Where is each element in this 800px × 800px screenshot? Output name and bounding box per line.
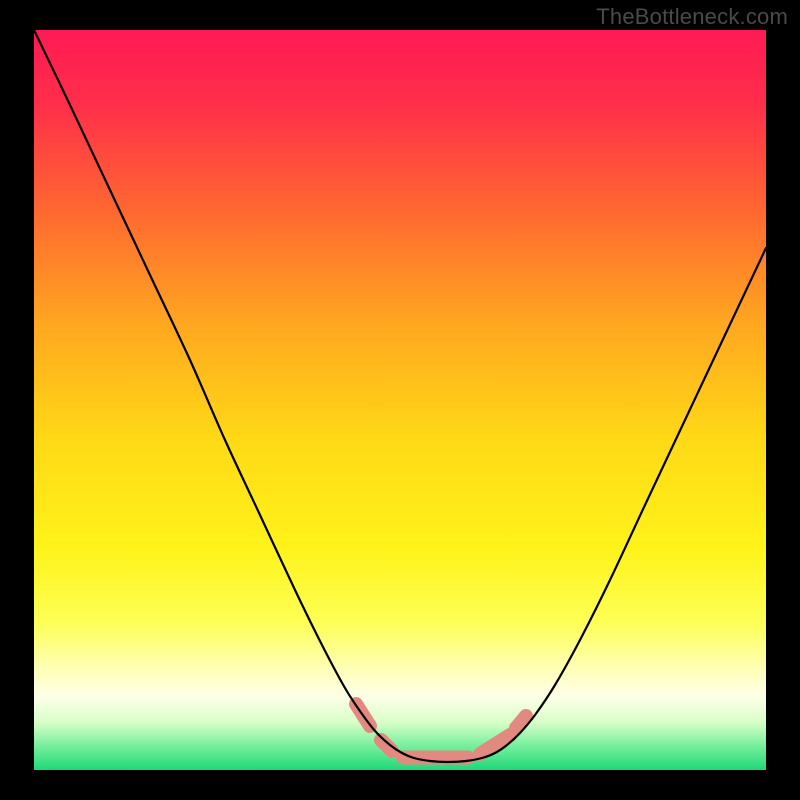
chart-frame: TheBottleneck.com: [0, 0, 800, 800]
watermark-text: TheBottleneck.com: [596, 4, 788, 30]
bottleneck-chart: [0, 0, 800, 800]
plot-background: [34, 30, 766, 770]
